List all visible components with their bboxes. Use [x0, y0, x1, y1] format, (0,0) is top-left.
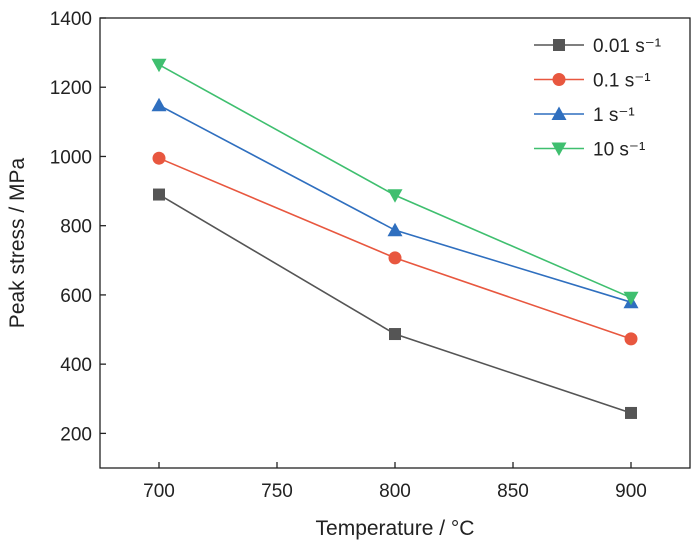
y-tick-label: 800 — [60, 217, 92, 238]
data-point — [151, 97, 167, 112]
y-tick-label: 400 — [60, 355, 92, 376]
series-3 — [151, 97, 639, 309]
legend-label: 1 s⁻¹ — [593, 105, 635, 126]
x-tick-label: 750 — [261, 481, 293, 502]
legend-label: 0.01 s⁻¹ — [593, 36, 661, 57]
y-tick-label: 1400 — [50, 9, 92, 30]
legend-label: 10 s⁻¹ — [593, 140, 645, 161]
series-group — [151, 58, 639, 419]
y-tick-label: 600 — [60, 286, 92, 307]
y-tick-label: 200 — [60, 424, 92, 445]
legend-marker — [551, 142, 567, 156]
data-point — [388, 251, 402, 265]
x-tick-label: 900 — [615, 481, 647, 502]
data-point — [387, 189, 403, 203]
data-point — [624, 332, 638, 346]
legend-item: 0.01 s⁻¹ — [534, 36, 661, 57]
y-tick-label: 1000 — [50, 147, 92, 168]
legend-marker — [551, 106, 567, 120]
legend-item: 1 s⁻¹ — [534, 105, 635, 126]
legend-label: 0.1 s⁻¹ — [593, 71, 651, 92]
legend: 0.01 s⁻¹ 0.1 s⁻¹ 1 s⁻¹ 10 s⁻¹ — [534, 36, 661, 161]
data-point — [625, 406, 637, 419]
axis-ticks: 700 750 800 850 900 200 400 600 800 1000 1200 1400 — [50, 9, 647, 502]
data-point — [387, 222, 403, 237]
legend-marker — [553, 39, 565, 51]
series-line — [158, 157, 632, 340]
x-tick-label: 800 — [379, 481, 411, 502]
data-point — [152, 151, 166, 165]
series-2 — [152, 151, 638, 346]
x-axis-label: Temperature / °C — [316, 517, 475, 540]
series-4 — [151, 58, 639, 306]
legend-item: 10 s⁻¹ — [534, 140, 645, 161]
data-point — [151, 58, 167, 73]
data-point — [153, 188, 165, 201]
legend-marker — [552, 73, 566, 86]
y-axis-label: Peak stress / MPa — [6, 157, 29, 328]
data-point — [389, 328, 401, 341]
series-1 — [153, 188, 637, 419]
y-tick-label: 1200 — [50, 78, 92, 99]
x-tick-label: 700 — [143, 481, 175, 502]
series-line — [158, 104, 632, 303]
legend-item: 0.1 s⁻¹ — [534, 71, 651, 92]
data-point — [623, 291, 639, 306]
x-tick-label: 850 — [497, 481, 529, 502]
